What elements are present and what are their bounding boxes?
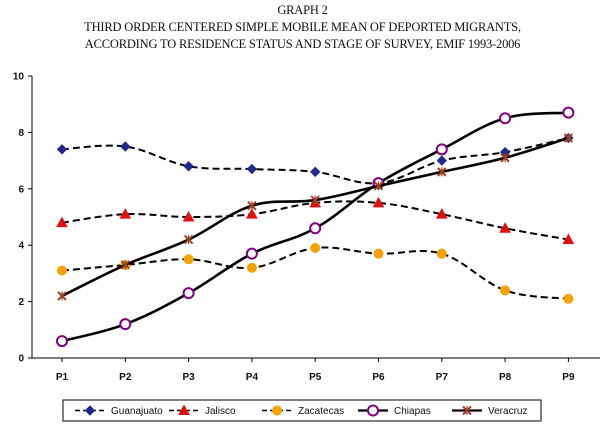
y-tick-label: 8 bbox=[18, 128, 24, 139]
data-point-jalisco bbox=[182, 210, 195, 222]
series-veracruz bbox=[57, 133, 574, 301]
legend-item-guanajuato: Guanajuato bbox=[75, 405, 163, 417]
legend-box bbox=[62, 399, 542, 422]
chart-title-line-3: ACCORDING TO RESIDENCE STATUS AND STAGE … bbox=[84, 37, 521, 51]
data-point-zacatecas bbox=[436, 248, 447, 259]
chart-axes: 0 2 4 6 8 10 P1 P2 P3 P4 P5 P6 P7 P8 P9 bbox=[13, 72, 600, 383]
data-point-jalisco bbox=[435, 208, 448, 219]
data-point-veracruz bbox=[563, 133, 574, 143]
legend-marker-zacatecas bbox=[272, 405, 282, 416]
series-chiapas bbox=[56, 106, 575, 348]
legend-item-zacatecas: Zacatecas bbox=[262, 405, 344, 417]
data-point-veracruz bbox=[247, 201, 257, 211]
data-point-chiapas bbox=[309, 222, 322, 235]
data-point-zacatecas bbox=[57, 265, 67, 276]
x-tick-label: P1 bbox=[56, 372, 69, 383]
data-point-guanajuato bbox=[436, 155, 448, 166]
legend-label-jalisco: Jalisco bbox=[205, 406, 236, 417]
x-tick-label: P9 bbox=[562, 372, 575, 383]
chart-title-line-2: THIRD ORDER CENTERED SIMPLE MOBILE MEAN … bbox=[84, 20, 521, 34]
x-tick-label: P8 bbox=[499, 372, 512, 383]
y-tick-label: 2 bbox=[18, 297, 24, 308]
legend-marker-guanajuato bbox=[84, 405, 96, 416]
x-tick-label: P2 bbox=[119, 372, 132, 383]
x-tick-label: P3 bbox=[182, 372, 195, 383]
data-point-jalisco bbox=[499, 222, 511, 233]
chart-series-layer bbox=[56, 106, 575, 348]
legend-item-veracruz: Veracruz bbox=[452, 405, 527, 417]
data-point-jalisco bbox=[562, 233, 575, 245]
series-line-zacatecas bbox=[61, 246, 569, 300]
data-point-veracruz bbox=[500, 153, 510, 163]
chart-title-block: GRAPH 2 THIRD ORDER CENTERED SIMPLE MOBI… bbox=[0, 2, 605, 53]
data-point-zacatecas bbox=[246, 262, 257, 273]
legend-item-chiapas: Chiapas bbox=[358, 404, 431, 417]
data-point-veracruz bbox=[120, 260, 131, 270]
data-point-zacatecas bbox=[500, 285, 511, 296]
legend-label-guanajuato: Guanajuato bbox=[111, 406, 163, 417]
y-tick-label: 0 bbox=[18, 354, 24, 365]
data-point-chiapas bbox=[182, 287, 195, 300]
data-point-zacatecas bbox=[310, 243, 321, 254]
data-point-jalisco bbox=[56, 216, 68, 228]
y-tick-label: 10 bbox=[13, 72, 25, 83]
series-line-veracruz bbox=[61, 136, 569, 298]
data-point-jalisco bbox=[119, 208, 132, 219]
legend-marker-jalisco bbox=[178, 404, 190, 415]
x-tick-label: P4 bbox=[246, 372, 259, 383]
data-point-guanajuato bbox=[246, 163, 258, 175]
data-point-chiapas bbox=[499, 112, 512, 125]
data-point-veracruz bbox=[57, 291, 67, 301]
data-point-veracruz bbox=[437, 167, 447, 177]
legend-marker-veracruz bbox=[462, 405, 472, 416]
data-point-chiapas bbox=[56, 335, 68, 348]
data-point-veracruz bbox=[373, 181, 384, 191]
data-point-veracruz bbox=[310, 195, 320, 205]
legend-label-zacatecas: Zacatecas bbox=[298, 406, 344, 417]
data-point-guanajuato bbox=[56, 144, 68, 155]
data-point-zacatecas bbox=[563, 293, 574, 304]
series-zacatecas bbox=[57, 243, 574, 304]
data-point-chiapas bbox=[562, 106, 575, 119]
legend-label-veracruz: Veracruz bbox=[488, 406, 527, 417]
legend-marker-chiapas bbox=[367, 404, 379, 417]
chart-legend: Guanajuato Jalisco Zacatecas Chiapas Veracru… bbox=[62, 399, 542, 422]
data-point-chiapas bbox=[435, 143, 448, 156]
x-tick-label: P7 bbox=[436, 372, 449, 383]
x-tick-label: P6 bbox=[372, 372, 385, 383]
data-point-veracruz bbox=[183, 234, 194, 245]
legend-label-chiapas: Chiapas bbox=[394, 406, 431, 417]
data-point-jalisco bbox=[372, 196, 385, 208]
legend-item-jalisco: Jalisco bbox=[169, 404, 236, 417]
y-tick-label: 4 bbox=[18, 241, 24, 252]
data-point-guanajuato bbox=[120, 141, 131, 152]
data-point-guanajuato bbox=[309, 166, 321, 178]
data-point-zacatecas bbox=[373, 248, 384, 259]
data-point-zacatecas bbox=[183, 254, 194, 265]
chart-title-line-1: GRAPH 2 bbox=[277, 3, 328, 17]
data-point-guanajuato bbox=[183, 161, 194, 172]
y-tick-label: 6 bbox=[18, 184, 24, 195]
data-point-chiapas bbox=[119, 318, 132, 331]
data-point-chiapas bbox=[245, 247, 258, 260]
series-jalisco bbox=[56, 196, 575, 245]
data-point-jalisco bbox=[246, 208, 258, 219]
x-tick-label: P5 bbox=[309, 372, 322, 383]
